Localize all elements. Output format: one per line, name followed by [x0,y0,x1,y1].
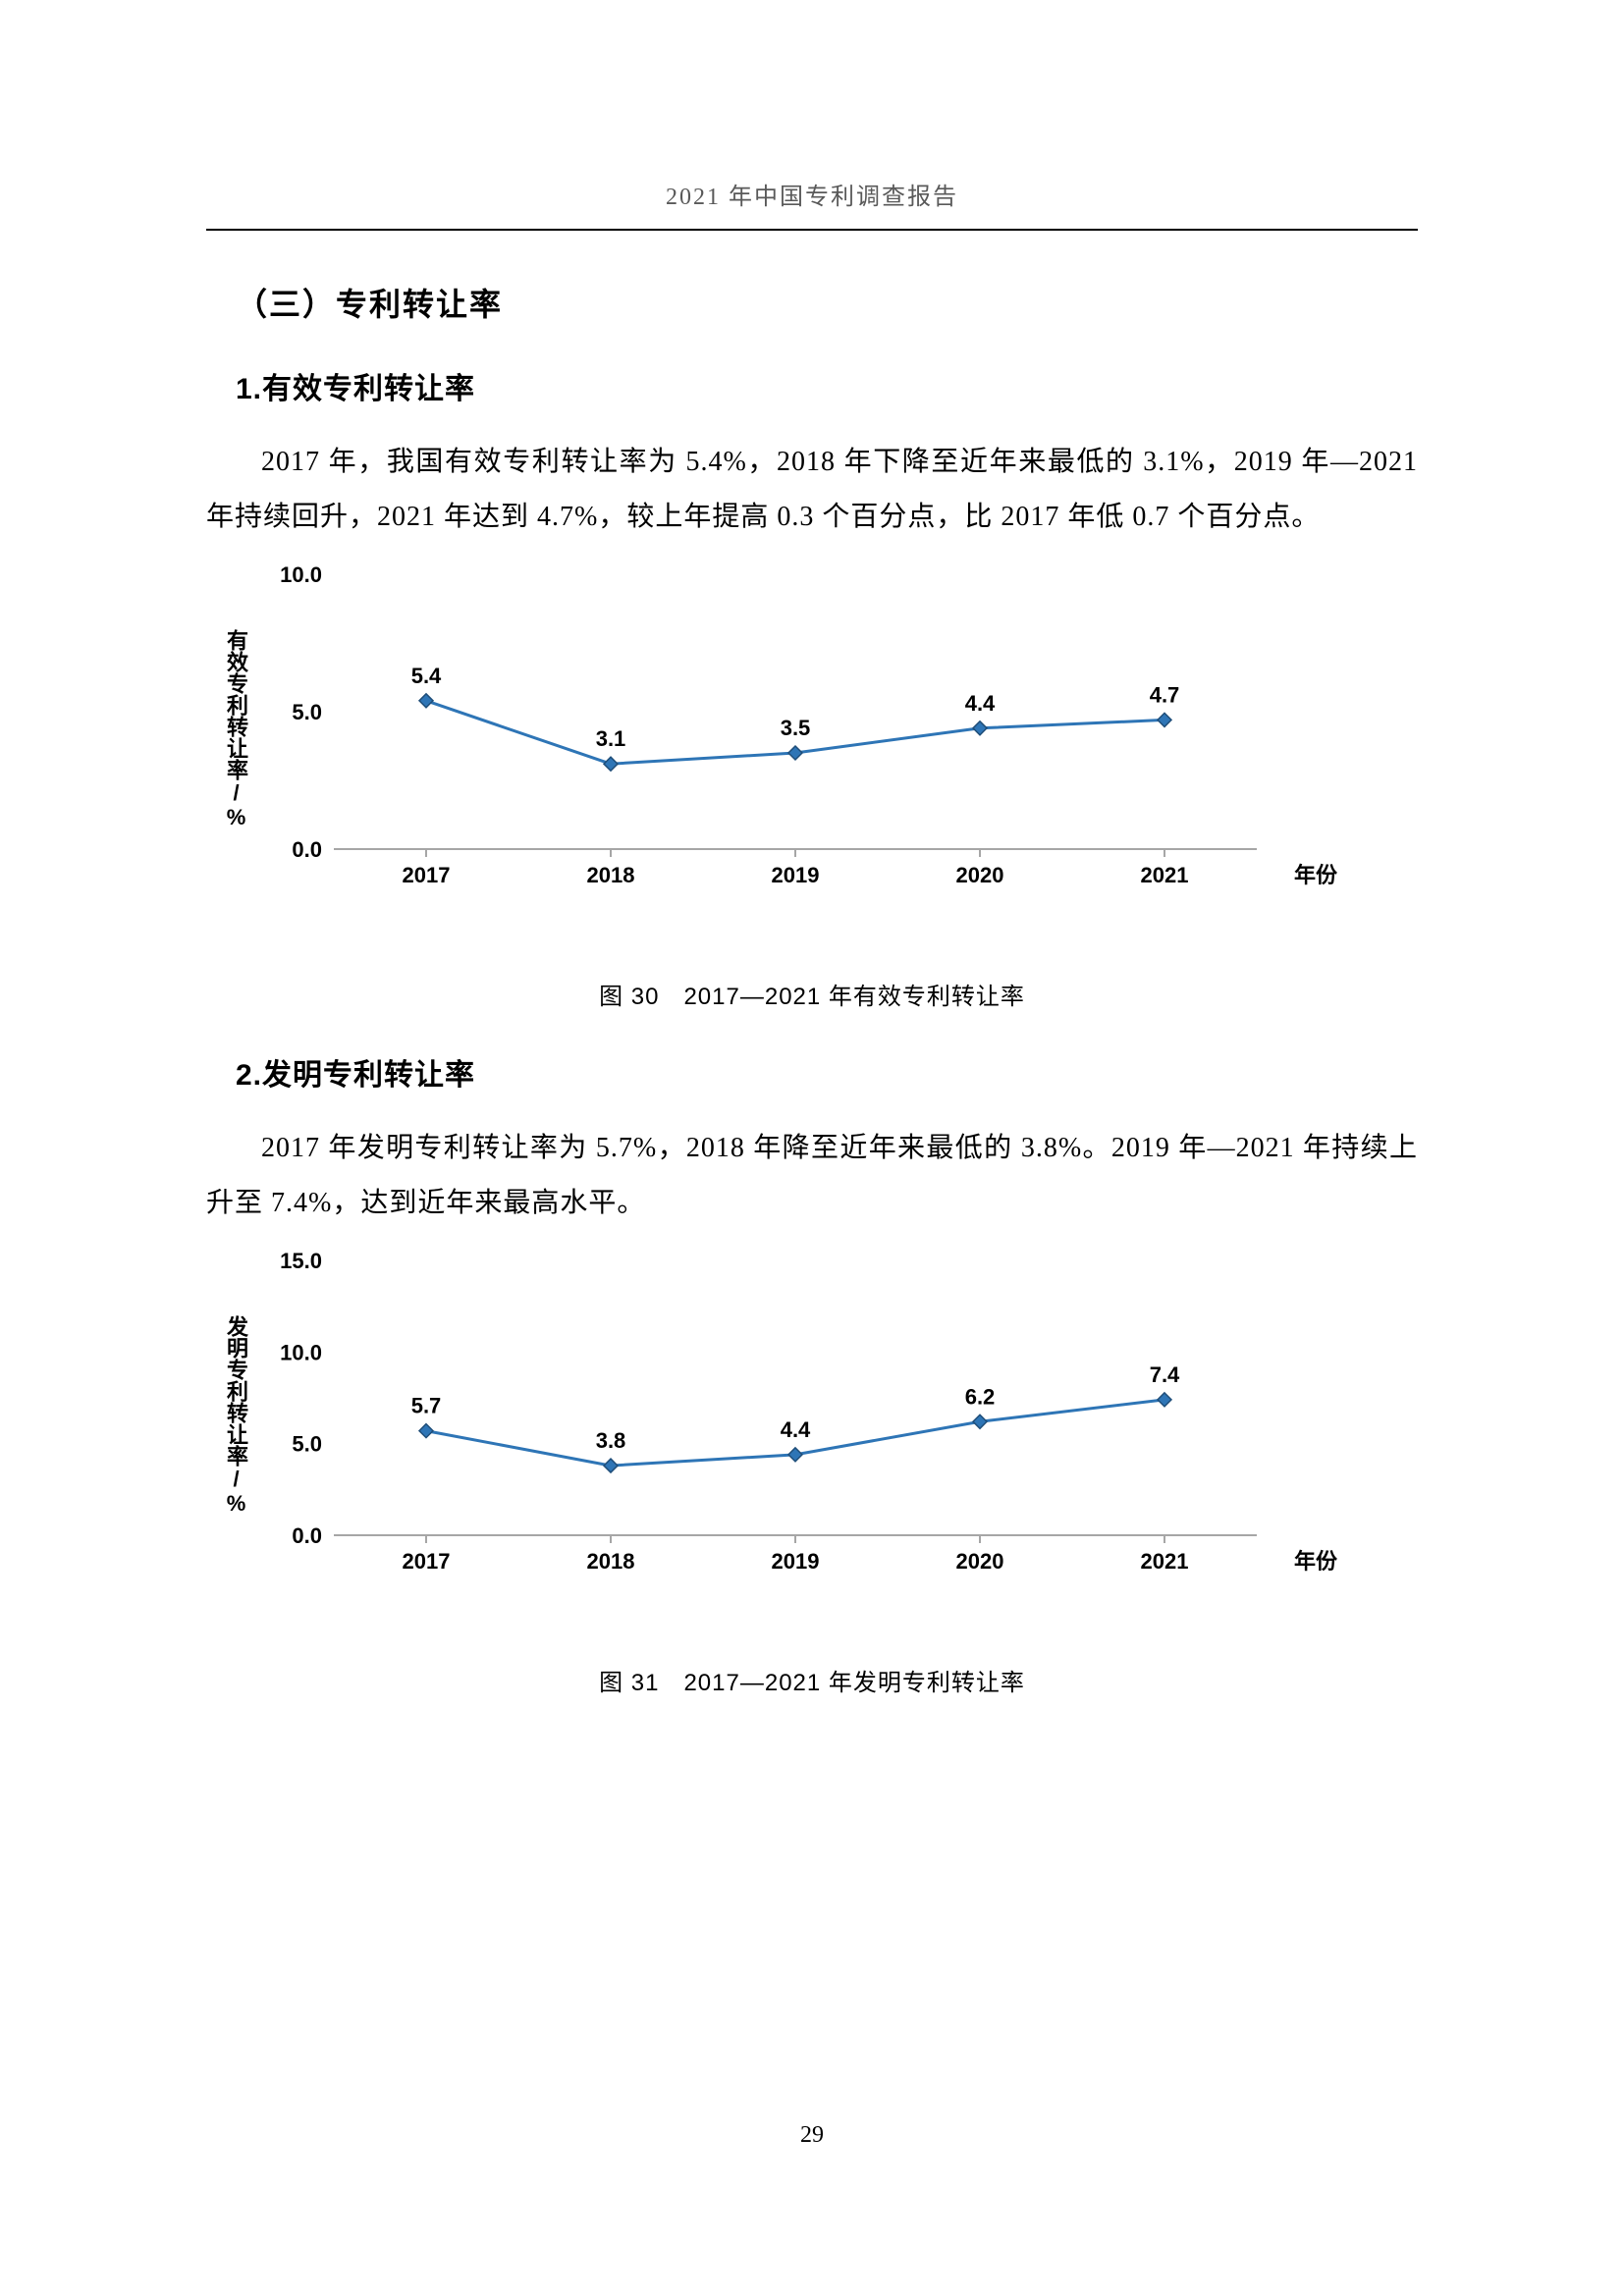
svg-text:2018: 2018 [587,1549,635,1574]
chart-2: 发明专利转让率/% 0.0 5.0 10.0 15.0 2017 2018 2019 2020… [206,1241,1418,1594]
svg-text:4.4: 4.4 [781,1417,811,1442]
svg-text:2017: 2017 [403,1549,451,1574]
svg-text:7.4: 7.4 [1150,1362,1180,1387]
svg-text:2020: 2020 [956,1549,1004,1574]
svg-text:年份: 年份 [1294,863,1338,887]
svg-text:10.0: 10.0 [280,1340,322,1364]
page-header: 2021 年中国专利调查报告 [206,177,1418,231]
svg-text:10.0: 10.0 [280,562,322,587]
section-title: （三）专利转让率 [236,280,1418,325]
svg-text:3.5: 3.5 [781,716,811,740]
svg-text:5.4: 5.4 [411,664,442,688]
svg-text:15.0: 15.0 [280,1249,322,1273]
svg-text:2018: 2018 [587,863,635,887]
subsection-1-title: 1.有效专利转让率 [236,364,1418,407]
paragraph-1: 2017 年，我国有效专利转让率为 5.4%，2018 年下降至近年来最低的 3… [206,435,1418,545]
svg-text:6.2: 6.2 [965,1384,996,1409]
chart-1: 有效专利转让率/% 0.0 5.0 10.0 2017 2018 2019 2020 2021… [206,555,1418,908]
svg-text:4.4: 4.4 [965,691,996,716]
svg-text:2017: 2017 [403,863,451,887]
chart-2-ylabel: 发明专利转让率/% [220,1315,251,1516]
subsection-2-title: 2.发明专利转让率 [236,1050,1418,1094]
svg-text:3.8: 3.8 [596,1428,626,1453]
svg-text:4.7: 4.7 [1150,682,1180,707]
svg-text:3.1: 3.1 [596,726,626,751]
svg-text:2019: 2019 [772,863,820,887]
paragraph-2: 2017 年发明专利转让率为 5.7%，2018 年降至近年来最低的 3.8%。… [206,1121,1418,1231]
svg-text:年份: 年份 [1294,1549,1338,1574]
chart-2-caption: 图 31 2017—2021 年发明专利转让率 [206,1663,1418,1697]
svg-text:2021: 2021 [1141,1549,1189,1574]
svg-text:0.0: 0.0 [292,837,322,862]
chart-1-caption: 图 30 2017—2021 年有效专利转让率 [206,977,1418,1011]
svg-text:5.0: 5.0 [292,700,322,724]
chart-1-svg: 0.0 5.0 10.0 2017 2018 2019 2020 2021 年份 5.4 3.1 3.… [265,555,1345,908]
svg-text:2021: 2021 [1141,863,1189,887]
svg-text:2020: 2020 [956,863,1004,887]
chart-1-ylabel: 有效专利转让率/% [220,629,251,829]
svg-text:2019: 2019 [772,1549,820,1574]
chart-2-svg: 0.0 5.0 10.0 15.0 2017 2018 2019 2020 2021 年份 5.7 3… [265,1241,1345,1594]
svg-text:5.0: 5.0 [292,1432,322,1457]
page-number: 29 [0,2122,1624,2149]
svg-text:0.0: 0.0 [292,1523,322,1548]
svg-text:5.7: 5.7 [411,1394,442,1418]
